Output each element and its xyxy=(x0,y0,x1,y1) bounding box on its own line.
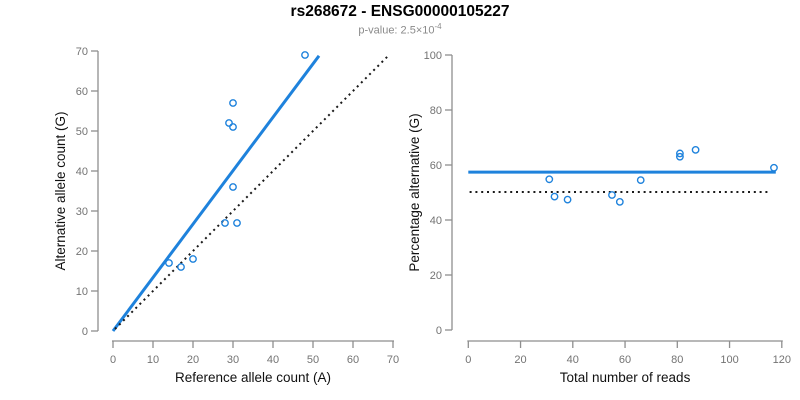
p-value-exponent: -4 xyxy=(434,22,442,31)
data-point xyxy=(233,219,241,227)
data-point xyxy=(615,197,624,206)
fitted-line xyxy=(111,54,321,332)
data-point xyxy=(550,192,559,201)
x-tick-label: 50 xyxy=(307,354,319,366)
chart-subtitle: p-value: 2.5×10-4 xyxy=(0,22,800,37)
chart-header: rs268672 - ENSG00000105227 p-value: 2.5×… xyxy=(0,3,800,37)
allele-count-scatter-xlabel: Reference allele count (A) xyxy=(175,370,331,385)
y-tick-label: 20 xyxy=(76,246,88,258)
y-tick-label: 0 xyxy=(82,326,88,338)
y-tick-label: 50 xyxy=(76,126,88,138)
data-point xyxy=(563,195,572,204)
chart-title: rs268672 - ENSG00000105227 xyxy=(290,3,510,20)
data-point xyxy=(770,163,778,172)
x-tick-label: 100 xyxy=(720,354,738,366)
y-tick-label: 100 xyxy=(424,50,442,62)
x-tick-label: 0 xyxy=(465,354,471,366)
y-tick-label: 30 xyxy=(76,206,88,218)
x-tick-label: 0 xyxy=(110,354,116,366)
y-tick-label: 80 xyxy=(430,105,442,117)
x-tick-label: 20 xyxy=(514,354,526,366)
data-point xyxy=(189,255,197,263)
data-point xyxy=(301,51,309,59)
data-point xyxy=(636,176,645,185)
data-point xyxy=(676,152,684,161)
y-tick-label: 10 xyxy=(76,286,88,298)
y-tick-label: 60 xyxy=(430,160,442,172)
data-point xyxy=(165,259,173,267)
data-point xyxy=(545,175,554,184)
x-tick-label: 10 xyxy=(147,354,159,366)
y-tick-label: 70 xyxy=(76,46,88,58)
data-point xyxy=(177,263,185,271)
x-tick-label: 70 xyxy=(387,354,399,366)
data-point xyxy=(221,219,229,227)
x-tick-label: 20 xyxy=(187,354,199,366)
x-tick-label: 40 xyxy=(567,354,579,366)
y-tick-label: 20 xyxy=(430,270,442,282)
y-tick-label: 0 xyxy=(436,325,442,337)
data-point xyxy=(691,145,700,154)
identity-line xyxy=(114,55,389,330)
data-point xyxy=(229,99,237,107)
y-tick-label: 40 xyxy=(430,215,442,227)
p-value-text: p-value: 2.5×10 xyxy=(358,24,435,37)
y-tick-label: 60 xyxy=(76,86,88,98)
x-tick-label: 80 xyxy=(671,354,683,366)
x-tick-label: 120 xyxy=(773,354,791,366)
data-point xyxy=(229,123,237,131)
percentage-vs-reads-scatter-xlabel: Total number of reads xyxy=(560,370,691,385)
x-tick-label: 60 xyxy=(619,354,631,366)
x-tick-label: 40 xyxy=(267,354,279,366)
data-point xyxy=(225,119,233,127)
allele-count-scatter-ylabel: Alternative allele count (G) xyxy=(53,111,68,270)
data-point xyxy=(608,191,616,199)
percentage-vs-reads-scatter-ylabel: Percentage alternative (G) xyxy=(407,113,422,271)
data-point xyxy=(676,149,684,158)
data-point xyxy=(229,183,237,191)
x-tick-label: 30 xyxy=(227,354,239,366)
x-tick-label: 60 xyxy=(347,354,359,366)
y-tick-label: 40 xyxy=(76,166,88,178)
